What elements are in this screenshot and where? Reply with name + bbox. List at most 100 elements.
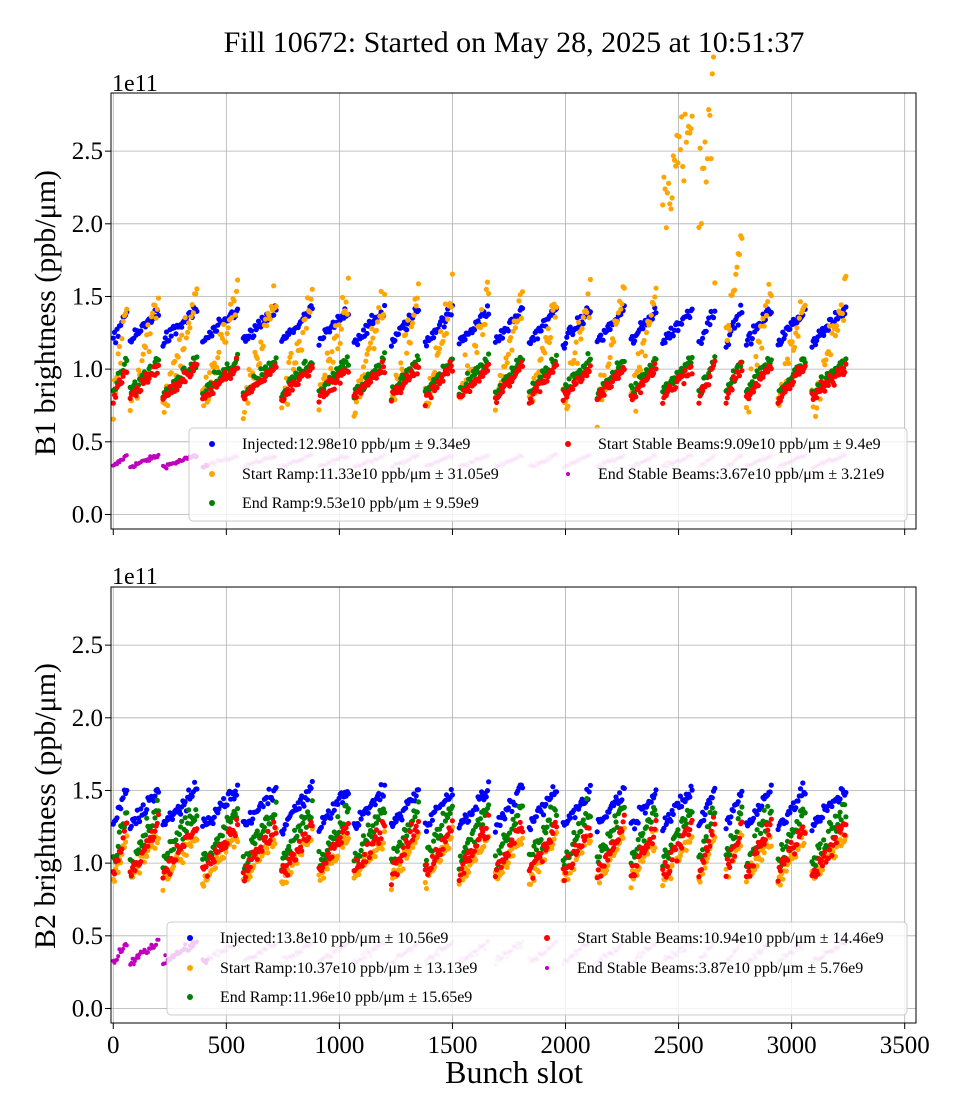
data-point <box>712 358 718 364</box>
data-point <box>668 818 674 824</box>
data-point <box>306 313 312 319</box>
data-point <box>160 875 166 881</box>
data-point <box>635 820 641 826</box>
data-point <box>579 326 585 332</box>
data-point <box>729 292 735 298</box>
data-point <box>113 394 119 400</box>
data-point <box>746 409 752 415</box>
data-point <box>170 382 177 388</box>
data-point <box>123 310 129 317</box>
data-point <box>445 371 451 377</box>
data-point <box>189 302 195 308</box>
data-point <box>621 785 627 792</box>
data-point <box>784 356 791 362</box>
data-point <box>194 826 200 832</box>
data-point <box>331 807 337 813</box>
y-tick-label: 2.0 <box>72 211 103 238</box>
data-point <box>173 837 179 843</box>
data-point <box>533 384 540 390</box>
data-point <box>761 850 767 856</box>
data-point <box>192 779 198 785</box>
data-point <box>724 395 730 401</box>
data-point <box>586 368 592 375</box>
data-point <box>407 340 413 346</box>
data-point <box>653 310 659 316</box>
data-point <box>445 316 451 322</box>
data-point <box>414 809 420 815</box>
data-point <box>144 853 150 860</box>
data-point <box>115 351 121 357</box>
data-point <box>456 881 462 887</box>
data-point <box>812 413 819 419</box>
y-axis-label-b1: B1 brightness (ppb/μm) <box>29 170 62 456</box>
data-point <box>260 804 266 810</box>
data-point <box>632 338 638 344</box>
data-point <box>328 815 334 821</box>
data-point <box>119 846 125 852</box>
data-point <box>759 345 765 351</box>
data-point <box>235 806 241 812</box>
data-point <box>689 354 695 361</box>
data-point <box>300 329 306 336</box>
data-point <box>701 817 707 824</box>
data-point <box>410 320 416 326</box>
data-point <box>814 395 820 401</box>
data-point <box>641 838 647 844</box>
data-point <box>587 363 594 369</box>
data-point <box>245 400 251 406</box>
data-point <box>388 398 394 404</box>
data-point <box>700 388 706 394</box>
data-point <box>586 789 592 795</box>
data-point <box>286 359 292 365</box>
data-point <box>423 885 430 892</box>
data-point <box>486 291 492 297</box>
data-point <box>155 357 162 363</box>
data-point <box>471 327 478 333</box>
data-point <box>182 315 188 321</box>
data-point <box>818 374 824 380</box>
ticks-b1: 0.00.51.01.52.02.5 <box>72 138 906 535</box>
data-point <box>675 327 681 334</box>
data-point <box>825 327 832 333</box>
data-point <box>708 156 714 162</box>
data-point <box>800 780 806 786</box>
data-point <box>735 799 741 805</box>
data-point <box>166 338 172 344</box>
data-point <box>145 950 150 955</box>
data-point <box>271 283 277 289</box>
data-point <box>145 843 151 849</box>
data-point <box>194 361 200 368</box>
data-point <box>709 795 715 801</box>
data-point <box>579 850 585 856</box>
data-point <box>388 343 394 349</box>
data-point <box>733 375 739 381</box>
data-point <box>110 400 116 406</box>
panel-b1: 0.00.51.01.52.02.5 1e11 B1 brightness (p… <box>29 54 917 535</box>
data-point <box>449 792 455 798</box>
data-point <box>290 366 297 372</box>
data-point <box>477 325 483 331</box>
data-point <box>373 327 379 333</box>
data-point <box>505 328 511 334</box>
data-point <box>689 371 695 377</box>
data-point <box>296 823 302 829</box>
data-point <box>155 789 162 795</box>
data-point <box>271 819 277 825</box>
data-point <box>235 277 241 283</box>
data-point <box>345 835 351 841</box>
data-point <box>299 852 305 858</box>
data-point <box>318 824 324 830</box>
data-point <box>135 847 142 853</box>
data-point <box>175 354 181 360</box>
data-point <box>789 339 795 345</box>
data-point <box>266 786 272 792</box>
data-point <box>124 943 129 948</box>
data-point <box>121 457 126 462</box>
data-point <box>765 299 771 305</box>
data-point <box>457 853 463 859</box>
data-point <box>377 797 383 803</box>
data-point <box>340 294 346 301</box>
data-point <box>355 342 361 348</box>
data-point <box>140 802 146 808</box>
data-point <box>712 785 718 792</box>
